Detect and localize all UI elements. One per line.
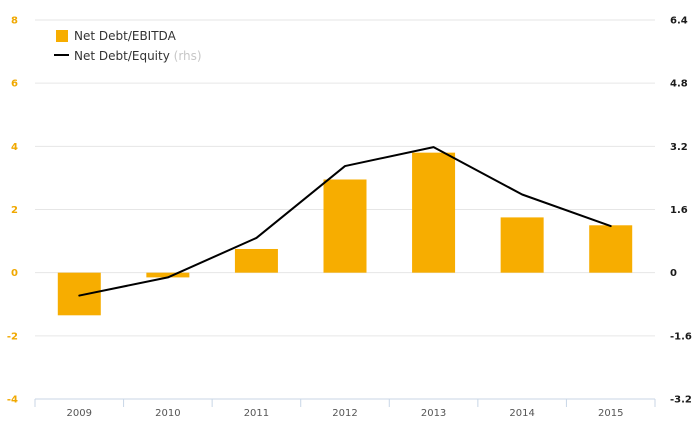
legend-label-bar: Net Debt/EBITDA — [74, 29, 177, 43]
x-tick-label: 2009 — [67, 408, 92, 419]
bar-2013 — [412, 152, 456, 273]
bar-layer — [57, 152, 633, 316]
x-tick-label: 2015 — [598, 408, 623, 419]
line-layer — [78, 146, 612, 297]
bar-2015 — [589, 225, 633, 273]
legend-suffix: (rhs) — [174, 49, 202, 63]
y-right-tick-label: 0 — [670, 268, 677, 279]
y-left-tick-label: 4 — [11, 142, 18, 153]
bar-2009 — [57, 272, 101, 316]
y-right-tick-label: -1.6 — [670, 331, 692, 342]
y-left-tick-label: 8 — [11, 16, 18, 27]
bar-2014 — [500, 217, 544, 273]
legend-label-line-group: Net Debt/Equity (rhs) — [74, 49, 202, 63]
y-left-tick-label: -4 — [7, 395, 18, 406]
y-right-tick-label: 1.6 — [670, 205, 688, 216]
axis-layer — [34, 398, 656, 407]
bar-2012 — [323, 179, 367, 273]
x-tick-label: 2014 — [509, 408, 534, 419]
legend-layer: Net Debt/EBITDA Net Debt/Equity (rhs) — [54, 29, 202, 63]
y-left-tick-label: 0 — [11, 268, 18, 279]
legend-label-line: Net Debt/Equity — [74, 49, 170, 63]
y-left-tick-label: 2 — [11, 205, 18, 216]
x-tick-label: 2012 — [332, 408, 357, 419]
legend-swatch-bar — [56, 30, 68, 42]
y-right-tick-label: -3.2 — [670, 395, 692, 406]
y-left-tick-label: 6 — [11, 79, 18, 90]
y-right-tick-label: 3.2 — [670, 142, 688, 153]
y-right-tick-label: 4.8 — [670, 79, 688, 90]
bar-2011 — [234, 248, 278, 273]
x-tick-label: 2011 — [244, 408, 269, 419]
y-left-tick-label: -2 — [7, 331, 18, 342]
x-tick-label: 2013 — [421, 408, 446, 419]
label-layer: -4 -3.2 -2 -1.6 0 0 2 1.6 4 3.2 6 4.8 8 6.4 2009 2010 20… — [7, 16, 692, 420]
x-tick-label: 2010 — [155, 408, 180, 419]
y-right-tick-label: 6.4 — [670, 16, 688, 27]
bar-2010 — [146, 272, 190, 278]
